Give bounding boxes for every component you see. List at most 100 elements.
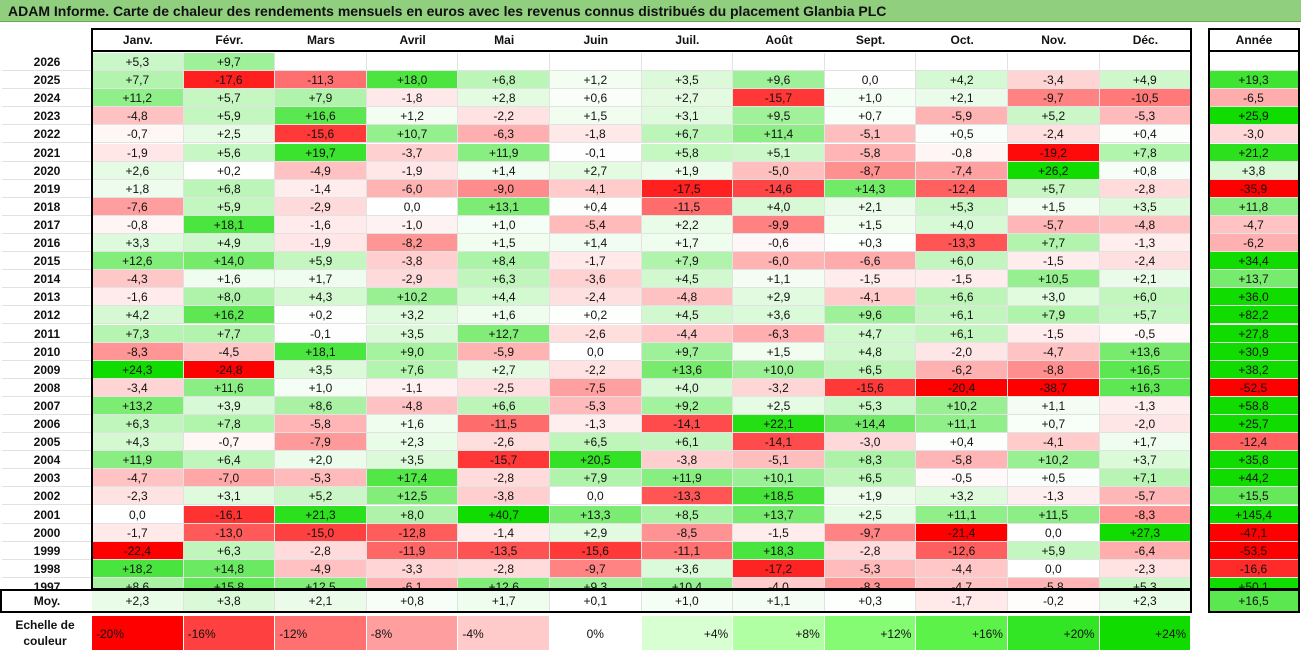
heatmap-cell: +1,0 bbox=[458, 215, 550, 234]
heatmap-cell bbox=[733, 53, 825, 72]
heatmap-cell: +12,6 bbox=[92, 252, 184, 271]
heatmap-cell: 0,0 bbox=[1008, 559, 1100, 578]
heatmap-cell: +1,6 bbox=[366, 415, 459, 434]
heatmap-cell: +7,8 bbox=[1099, 143, 1192, 162]
heatmap-cell: -13,5 bbox=[458, 541, 550, 560]
heatmap-cell: +1,2 bbox=[550, 71, 642, 90]
heatmap-cell: -1,3 bbox=[1008, 487, 1100, 506]
heatmap-cell: +10,5 bbox=[1008, 270, 1100, 289]
month-header: Avril bbox=[366, 29, 459, 52]
average-label: Moy. bbox=[2, 590, 92, 612]
heatmap-cell: +4,8 bbox=[824, 342, 917, 361]
heatmap-cell: +1,4 bbox=[458, 161, 550, 180]
heatmap-cell: +6,0 bbox=[916, 252, 1008, 271]
heatmap-cell: -3,3 bbox=[366, 559, 459, 578]
heatmap-cell: +6,4 bbox=[183, 451, 276, 470]
heatmap-cell: -5,8 bbox=[824, 143, 917, 162]
heatmap-cell: +11,2 bbox=[92, 89, 184, 108]
year-label: 2002 bbox=[2, 487, 92, 506]
annual-cell: +21,2 bbox=[1209, 143, 1299, 162]
average-annual-cell: +16,5 bbox=[1209, 590, 1299, 612]
heatmap-cell: -4,7 bbox=[1008, 342, 1100, 361]
heatmap-cell: +2,5 bbox=[183, 125, 276, 144]
heatmap-cell: +6,3 bbox=[458, 270, 550, 289]
heatmap-cell: -5,3 bbox=[824, 559, 917, 578]
heatmap-cell: -0,5 bbox=[1099, 324, 1192, 343]
heatmap-cell bbox=[641, 53, 734, 72]
annual-cell: +25,7 bbox=[1209, 415, 1299, 434]
heatmap-cell: +3,9 bbox=[183, 396, 276, 415]
heatmap-cell: -0,1 bbox=[275, 324, 367, 343]
heatmap-cell: -4,8 bbox=[366, 396, 459, 415]
month-header: Mars bbox=[275, 29, 367, 52]
heatmap-cell: +6,5 bbox=[824, 469, 917, 488]
heatmap-cell bbox=[1099, 53, 1192, 72]
heatmap-cell: +6,1 bbox=[916, 306, 1008, 325]
heatmap-cell: -6,6 bbox=[824, 252, 917, 271]
heatmap-cell: -5,3 bbox=[550, 396, 642, 415]
heatmap-cell: +3,5 bbox=[366, 324, 459, 343]
heatmap-cell: -15,7 bbox=[733, 89, 825, 108]
heatmap-cell: -1,5 bbox=[824, 270, 917, 289]
scale-step: +8% bbox=[733, 616, 825, 650]
heatmap-cell: +11,9 bbox=[458, 143, 550, 162]
heatmap-cell: -1,6 bbox=[275, 215, 367, 234]
heatmap-cell: -4,9 bbox=[275, 559, 367, 578]
heatmap-cell: -21,4 bbox=[916, 523, 1008, 542]
heatmap-cell: -1,9 bbox=[92, 143, 184, 162]
heatmap-cell: +3,7 bbox=[1099, 451, 1192, 470]
heatmap-cell: +3,1 bbox=[183, 487, 276, 506]
heatmap-cell: +0,3 bbox=[824, 234, 917, 253]
year-label: 2014 bbox=[2, 270, 92, 289]
heatmap-cell: -4,3 bbox=[92, 270, 184, 289]
year-label: 2017 bbox=[2, 215, 92, 234]
average-cell: +0,8 bbox=[366, 590, 459, 612]
heatmap-cell: -2,0 bbox=[916, 342, 1008, 361]
heatmap-cell: -1,5 bbox=[916, 270, 1008, 289]
heatmap-cell: +4,7 bbox=[824, 324, 917, 343]
heatmap-cell: +3,6 bbox=[733, 306, 825, 325]
year-label: 2025 bbox=[2, 71, 92, 90]
heatmap-cell: +2,7 bbox=[550, 161, 642, 180]
heatmap-cell: +8,0 bbox=[366, 505, 459, 524]
heatmap-cell: +0,4 bbox=[1099, 125, 1192, 144]
heatmap-cell: -5,9 bbox=[916, 107, 1008, 126]
heatmap-cell: +6,6 bbox=[916, 288, 1008, 307]
heatmap-cell: +13,7 bbox=[733, 505, 825, 524]
average-cell: +2,3 bbox=[1099, 590, 1192, 612]
annual-cell: +145,4 bbox=[1209, 505, 1299, 524]
heatmap-cell: +10,0 bbox=[733, 360, 825, 379]
heatmap-cell: -5,7 bbox=[1099, 487, 1192, 506]
heatmap-cell: +21,3 bbox=[275, 505, 367, 524]
heatmap-cell: +2,3 bbox=[366, 433, 459, 452]
heatmap-cell: +26,2 bbox=[1008, 161, 1100, 180]
heatmap-cell: -1,5 bbox=[1008, 324, 1100, 343]
average-cell: -0,2 bbox=[1008, 590, 1100, 612]
heatmap-cell: +1,5 bbox=[824, 215, 917, 234]
heatmap-cell: +7,9 bbox=[1008, 306, 1100, 325]
heatmap-cell: +8,0 bbox=[183, 288, 276, 307]
annual-cell: -6,5 bbox=[1209, 89, 1299, 108]
heatmap-cell: +3,2 bbox=[366, 306, 459, 325]
report-title: ADAM Informe. Carte de chaleur des rende… bbox=[0, 0, 1301, 22]
heatmap-cell: +20,5 bbox=[550, 451, 642, 470]
average-cell: +2,3 bbox=[92, 590, 184, 612]
heatmap-cell: +0,4 bbox=[916, 433, 1008, 452]
heatmap-cell: +1,7 bbox=[641, 234, 734, 253]
heatmap-cell: -0,6 bbox=[733, 234, 825, 253]
scale-step: -8% bbox=[366, 616, 459, 650]
heatmap-cell: -22,4 bbox=[92, 541, 184, 560]
annual-cell: +19,3 bbox=[1209, 71, 1299, 90]
month-header: Juin bbox=[550, 29, 642, 52]
heatmap-cell: -14,1 bbox=[733, 433, 825, 452]
heatmap-cell: +9,6 bbox=[824, 306, 917, 325]
heatmap-cell: -15,6 bbox=[275, 125, 367, 144]
heatmap-cell: +2,5 bbox=[733, 396, 825, 415]
heatmap-cell: -3,7 bbox=[366, 143, 459, 162]
heatmap-cell: -1,8 bbox=[366, 89, 459, 108]
annual-cell: +35,8 bbox=[1209, 451, 1299, 470]
heatmap-cell: -1,9 bbox=[366, 161, 459, 180]
heatmap-cell: +10,2 bbox=[1008, 451, 1100, 470]
heatmap-cell bbox=[824, 53, 917, 72]
heatmap-cell: +13,1 bbox=[458, 197, 550, 216]
